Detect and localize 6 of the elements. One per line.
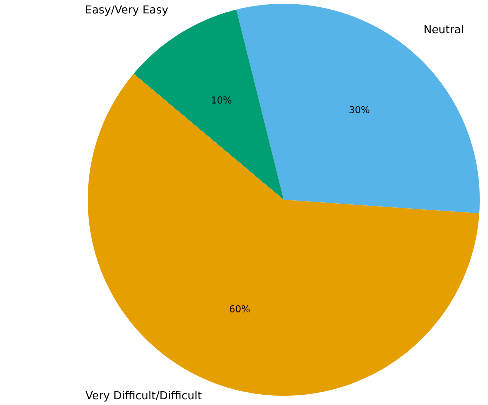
slice-label: Neutral [424, 25, 464, 34]
data-label: 30% [350, 106, 370, 114]
data-label: 10% [212, 96, 232, 104]
slice-label: Easy/Very Easy [86, 6, 168, 16]
data-label: 60% [230, 305, 250, 313]
slice-label: Very Difficult/Difficult [86, 391, 202, 402]
